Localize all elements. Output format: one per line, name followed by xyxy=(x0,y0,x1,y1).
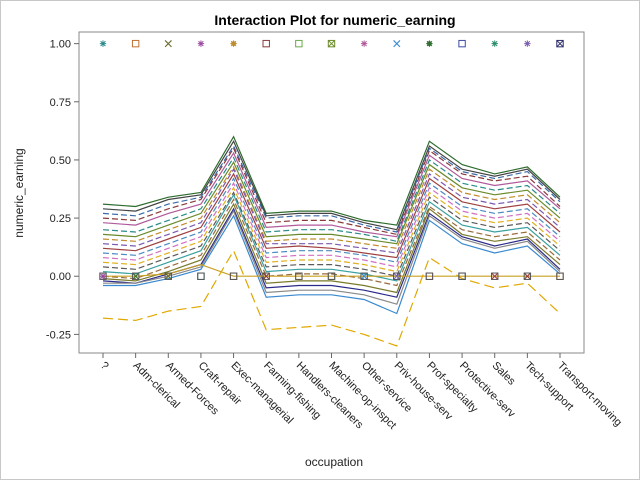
marker-zero-15 xyxy=(556,272,564,280)
marker-top-5 xyxy=(230,40,237,47)
x-tick-label: ? xyxy=(98,360,111,373)
series-line-12 xyxy=(102,181,561,268)
marker-top-4 xyxy=(197,40,205,47)
series-line-6 xyxy=(102,156,561,242)
marker-top-9 xyxy=(360,40,368,47)
series-line-14 xyxy=(102,191,561,277)
marker-zero-14 xyxy=(523,272,532,280)
series-line-13 xyxy=(102,186,561,273)
marker-top-13 xyxy=(491,40,498,47)
x-axis: ? Adm-clericalArmed-ForcesCraft-repairExe… xyxy=(98,353,624,432)
series-line-5 xyxy=(102,151,561,238)
marker-top-6 xyxy=(262,39,270,48)
x-tick-label: Farming-fishing xyxy=(261,360,323,422)
series-lines xyxy=(102,135,561,347)
marker-zero-5 xyxy=(229,272,238,280)
marker-zero-2 xyxy=(131,272,140,280)
y-tick-label: 0.75 xyxy=(50,97,71,109)
series-line-20 xyxy=(103,214,561,315)
y-axis: -0.25 0.00 0.25 0.50 0.75 1.00 xyxy=(46,39,79,341)
x-tick-label: Priv-house-serv xyxy=(392,360,455,423)
y-tick-label: -0.25 xyxy=(46,329,71,341)
marker-top-8 xyxy=(327,39,336,48)
series-line-16 xyxy=(102,198,561,287)
marker-zero-7 xyxy=(295,272,303,280)
series-line-8 xyxy=(102,165,561,249)
marker-zero-12 xyxy=(458,272,466,280)
marker-top-14 xyxy=(524,40,531,47)
marker-zero-1 xyxy=(99,272,107,280)
series-line-1 xyxy=(102,135,561,226)
marker-zero-13 xyxy=(491,272,499,280)
series-line-7 xyxy=(102,161,561,245)
series-line-3 xyxy=(102,144,561,233)
series-line-10 xyxy=(102,172,561,259)
marker-zero-11 xyxy=(425,272,434,280)
x-tick-label: Sales xyxy=(490,360,518,388)
marker-top-1 xyxy=(99,40,107,47)
series-line-17 xyxy=(102,202,561,294)
marker-zero-9 xyxy=(360,272,368,280)
y-tick-label: 0.00 xyxy=(50,271,71,283)
series-line-2 xyxy=(102,140,561,231)
series-line-11 xyxy=(102,177,561,263)
y-tick-label: 0.50 xyxy=(50,155,71,167)
y-axis-label: numeric_earning xyxy=(12,148,26,237)
marker-zero-6 xyxy=(262,272,270,280)
marker-top-11 xyxy=(426,40,433,47)
series-line-4 xyxy=(102,147,561,236)
series-line-21 xyxy=(103,263,560,277)
x-axis-label: occupation xyxy=(305,455,363,469)
marker-top-15 xyxy=(556,39,564,48)
series-line-22 xyxy=(102,249,561,347)
marker-zero-4 xyxy=(197,272,205,280)
marker-zero-10 xyxy=(393,272,401,280)
marker-zero-3 xyxy=(164,272,172,280)
series-line-9 xyxy=(102,167,561,254)
series-line-19 xyxy=(103,209,561,305)
marker-top-2 xyxy=(131,39,140,48)
series-line-15 xyxy=(102,193,561,282)
marker-top-10 xyxy=(393,40,401,48)
marker-top-7 xyxy=(295,39,303,48)
y-tick-label: 1.00 xyxy=(50,39,71,51)
plot-area xyxy=(78,31,585,354)
marker-top-3 xyxy=(164,40,172,48)
series-markers xyxy=(99,39,564,280)
marker-top-12 xyxy=(458,39,466,48)
chart-title: Interaction Plot for numeric_earning xyxy=(214,12,455,28)
marker-zero-8 xyxy=(327,272,336,280)
y-tick-label: 0.25 xyxy=(50,213,71,225)
